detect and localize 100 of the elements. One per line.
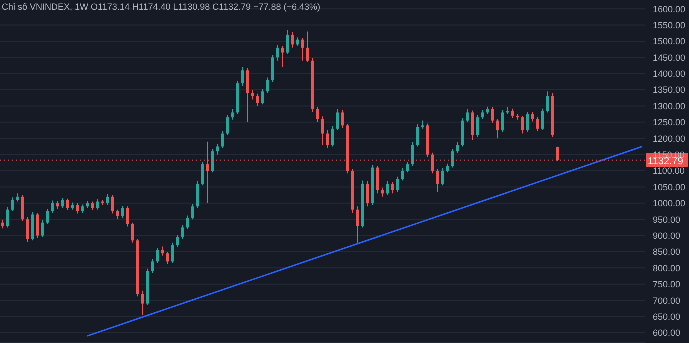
y-tick-label: 1350.00 xyxy=(653,85,686,96)
y-tick-label: 1400.00 xyxy=(653,69,686,80)
candlestick xyxy=(221,131,224,149)
candlestick xyxy=(176,234,179,248)
candlestick xyxy=(321,116,324,146)
candlestick xyxy=(116,209,119,220)
candlestick xyxy=(501,110,504,133)
candlestick xyxy=(381,187,384,198)
candlestick xyxy=(281,45,284,68)
candlestick xyxy=(306,31,309,64)
candlestick xyxy=(396,176,399,193)
y-tick-label: 900.00 xyxy=(653,230,681,241)
chart-title: Chỉ số VNINDEX, 1W O1173.14 H1174.40 L1130.98 C1132.79 −77.88 (−6.43%) xyxy=(2,2,321,12)
candlestick xyxy=(126,206,129,228)
candlestick xyxy=(41,220,44,238)
y-tick-label: 1100.00 xyxy=(653,166,685,176)
y-tick-label: 750.00 xyxy=(653,280,681,290)
candlestick xyxy=(286,30,289,55)
candlestick xyxy=(511,108,514,120)
candlestick xyxy=(266,77,269,94)
candlestick xyxy=(526,112,529,133)
candlestick xyxy=(386,180,389,196)
y-tick-label: 1450.00 xyxy=(653,52,686,63)
candlestick xyxy=(336,108,339,132)
candlestick xyxy=(276,44,279,62)
y-tick-label: 800.00 xyxy=(653,263,681,274)
candlestick xyxy=(401,168,404,182)
candlestick xyxy=(96,199,99,210)
candlestick xyxy=(51,200,54,214)
y-tick-label: 1300.00 xyxy=(653,101,686,112)
candlestick xyxy=(191,204,194,220)
candlestick xyxy=(541,108,544,132)
candlestick xyxy=(166,251,169,265)
y-tick-label: 850.00 xyxy=(653,247,681,258)
candlestick xyxy=(326,130,329,149)
candlestick xyxy=(416,124,419,148)
candlestick xyxy=(466,108,469,123)
candlestick xyxy=(256,93,259,107)
candlestick xyxy=(46,208,49,225)
candlestick xyxy=(6,206,9,228)
candlestick xyxy=(106,194,109,206)
y-tick-label: 600.00 xyxy=(653,328,681,338)
candlestick xyxy=(366,180,369,208)
candlestick xyxy=(141,290,144,316)
y-tick-label: 650.00 xyxy=(653,312,681,322)
candlestick xyxy=(331,126,334,148)
y-tick-label: 950.00 xyxy=(653,214,681,225)
candlestick xyxy=(26,216,29,243)
candlestick xyxy=(151,258,154,274)
candlestick xyxy=(406,161,409,174)
candlestick xyxy=(456,142,459,154)
candlestick xyxy=(11,197,14,212)
candlestick xyxy=(411,142,414,167)
candlestick xyxy=(241,66,244,87)
candlestick xyxy=(341,110,344,129)
candlestick xyxy=(246,68,249,123)
candlestick xyxy=(201,161,204,186)
candlestick xyxy=(186,215,189,230)
y-tick-label: 1500.00 xyxy=(653,36,686,47)
candlestick xyxy=(531,112,534,122)
candlestick xyxy=(316,107,319,123)
candlestick xyxy=(521,115,524,134)
candlestick xyxy=(261,88,264,106)
candlestick xyxy=(231,108,234,120)
candlestick xyxy=(171,242,174,264)
candlestick xyxy=(21,194,24,222)
candlestick xyxy=(546,91,549,114)
y-tick-label: 1250.00 xyxy=(653,118,686,128)
candlestick xyxy=(491,107,494,124)
candlestick xyxy=(226,114,229,136)
candlestick xyxy=(36,212,39,239)
y-tick-label: 1600.00 xyxy=(653,4,686,14)
candlestick xyxy=(251,90,254,100)
candlestick xyxy=(376,166,379,194)
candlestick xyxy=(66,198,69,212)
candlestick xyxy=(271,54,274,82)
candlestick xyxy=(131,222,134,244)
candlestick xyxy=(161,246,164,256)
candlestick xyxy=(476,114,479,138)
candlestick xyxy=(216,144,219,156)
candlestick xyxy=(436,168,439,193)
candlestick xyxy=(451,148,454,168)
y-tick-label: 1000.00 xyxy=(653,198,686,209)
candlestick xyxy=(196,180,199,209)
candlestick xyxy=(356,206,359,244)
y-tick-label: 700.00 xyxy=(653,296,681,306)
candlestick xyxy=(471,110,474,141)
candlestick xyxy=(211,148,214,174)
candlestick xyxy=(156,248,159,264)
candlestick xyxy=(291,32,294,48)
candlestick xyxy=(536,116,539,132)
candlestick xyxy=(76,202,79,214)
candlestick xyxy=(61,198,64,209)
candlestick xyxy=(111,194,114,214)
candlestick xyxy=(301,38,304,62)
candlestick xyxy=(496,118,499,140)
candlestick xyxy=(391,182,394,194)
y-tick-label: 1200.00 xyxy=(653,134,686,144)
candlestick xyxy=(481,110,484,120)
y-tick-label: 1550.00 xyxy=(653,20,686,30)
